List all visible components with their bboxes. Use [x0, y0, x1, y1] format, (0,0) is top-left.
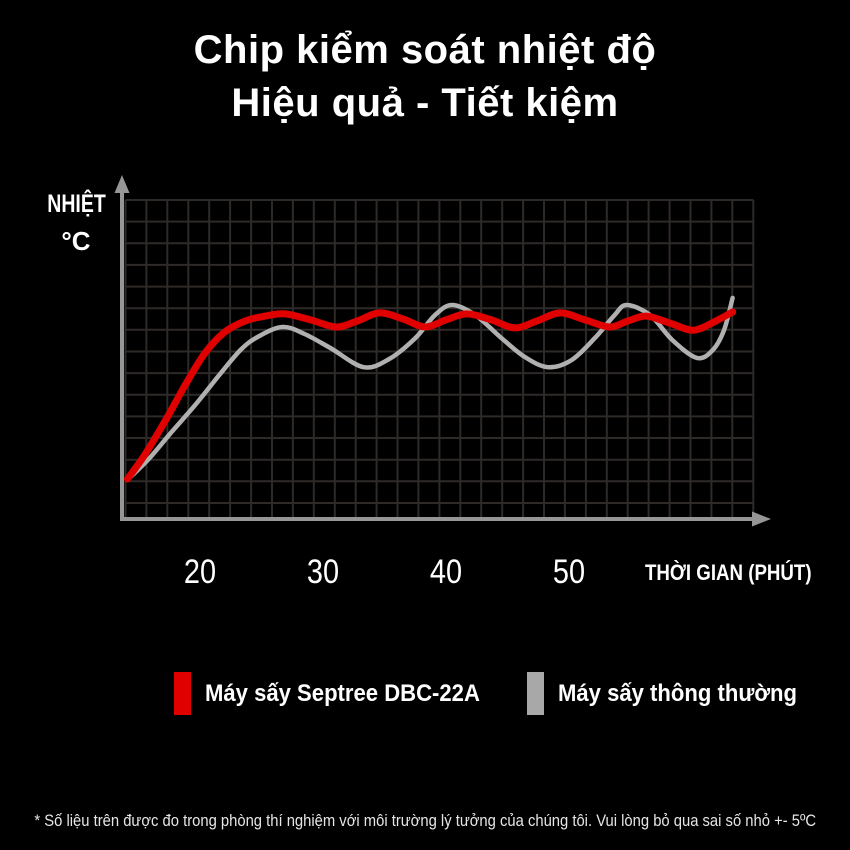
x-tick-labels: 20 30 40 50	[0, 553, 850, 593]
y-axis-label: NHIỆT °C	[26, 190, 126, 257]
footnote-text: * Số liệu trên được đo trong phòng thí n…	[34, 811, 816, 830]
x-axis-arrow-icon	[752, 511, 771, 527]
y-axis-arrow-icon	[114, 175, 130, 193]
page-title-line2: Hiệu quả - Tiết kiệm	[231, 81, 619, 125]
x-tick-50: 50	[552, 553, 586, 591]
page-title-line1: Chip kiểm soát nhiệt độ	[193, 28, 657, 72]
legend-swatch-red	[174, 672, 191, 715]
x-axis-label: THỜI GIAN (PHÚT)	[645, 560, 812, 585]
y-axis-unit: °C	[61, 226, 91, 256]
x-tick-30: 30	[306, 553, 340, 591]
chart-grid	[124, 199, 755, 518]
footnote: * Số liệu trên được đo trong phòng thí n…	[0, 811, 850, 831]
y-axis-label-text: NHIỆT	[46, 190, 106, 218]
series-septree-dryer-line	[123, 308, 737, 483]
page-title: Chip kiểm soát nhiệt độ Hiệu quả - Tiết …	[0, 24, 850, 130]
legend-swatch-gray	[527, 672, 544, 715]
legend-label-septree: Máy sấy Septree DBC-22A	[205, 679, 480, 707]
legend-item-ordinary: Máy sấy thông thường	[527, 672, 818, 715]
legend-label-ordinary: Máy sấy thông thường	[558, 679, 797, 707]
x-tick-40: 40	[429, 553, 463, 591]
legend-item-septree: Máy sấy Septree DBC-22A	[174, 672, 504, 715]
x-tick-20: 20	[183, 553, 217, 591]
